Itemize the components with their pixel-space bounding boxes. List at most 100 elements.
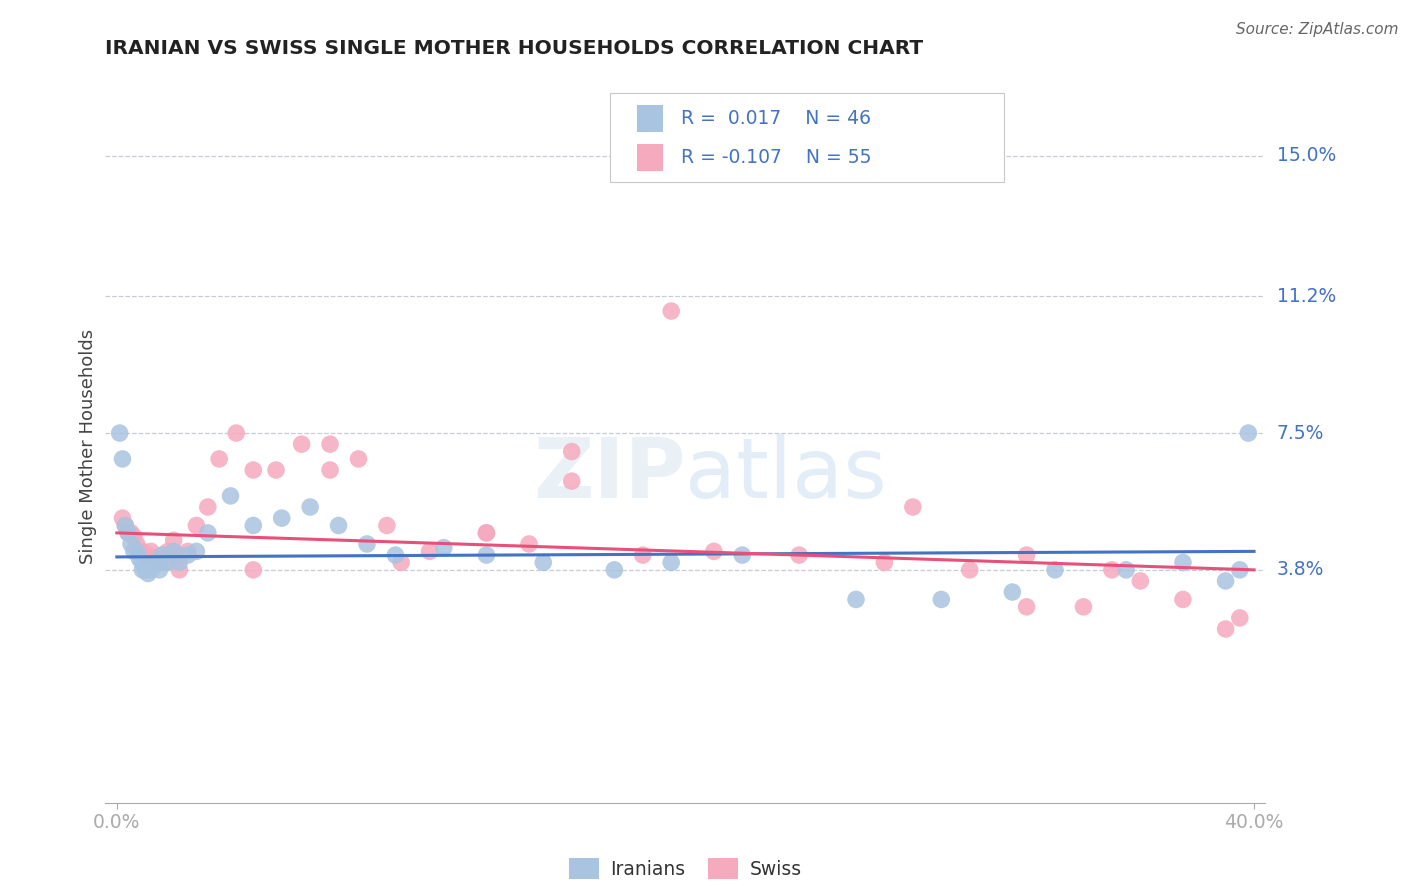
Point — [114, 518, 136, 533]
Point — [319, 463, 342, 477]
Point — [659, 304, 682, 318]
Point — [419, 544, 441, 558]
Point — [319, 437, 342, 451]
Point — [517, 537, 540, 551]
Point — [139, 563, 162, 577]
Point — [1101, 563, 1123, 577]
Point — [1129, 574, 1152, 588]
Text: 15.0%: 15.0% — [1277, 146, 1336, 165]
Point — [131, 544, 153, 558]
Text: IRANIAN VS SWISS SINGLE MOTHER HOUSEHOLDS CORRELATION CHART: IRANIAN VS SWISS SINGLE MOTHER HOUSEHOLD… — [105, 39, 924, 58]
Point — [787, 548, 810, 562]
Point — [1171, 556, 1194, 570]
Point — [142, 551, 165, 566]
Point — [111, 452, 134, 467]
Point — [142, 559, 165, 574]
Point — [347, 452, 370, 467]
Point — [328, 518, 350, 533]
Point — [163, 544, 186, 558]
Point — [659, 556, 682, 570]
Point — [169, 563, 191, 577]
Point — [108, 425, 131, 440]
Point — [114, 518, 136, 533]
Point — [117, 525, 139, 540]
Point — [197, 525, 219, 540]
Point — [603, 563, 626, 577]
Point — [139, 544, 162, 558]
Point — [1229, 611, 1251, 625]
Point — [475, 548, 498, 562]
Point — [156, 544, 179, 558]
Point — [389, 556, 412, 570]
Point — [150, 548, 173, 562]
Point — [1215, 574, 1237, 588]
Point — [128, 551, 150, 566]
Point — [120, 537, 142, 551]
Point — [959, 563, 981, 577]
Text: Source: ZipAtlas.com: Source: ZipAtlas.com — [1236, 22, 1399, 37]
Point — [845, 592, 868, 607]
Text: ZIP: ZIP — [533, 434, 686, 515]
Point — [156, 556, 179, 570]
Point — [225, 425, 247, 440]
Point — [148, 551, 170, 566]
Point — [384, 548, 406, 562]
Point — [299, 500, 322, 514]
Point — [120, 525, 142, 540]
Point — [150, 548, 173, 562]
Point — [475, 525, 498, 540]
Point — [731, 548, 754, 562]
Point — [433, 541, 456, 555]
Point — [901, 500, 924, 514]
Point — [1171, 592, 1194, 607]
Point — [153, 556, 176, 570]
Point — [131, 563, 153, 577]
Point — [873, 556, 896, 570]
Point — [561, 444, 583, 458]
Point — [219, 489, 242, 503]
Point — [177, 548, 200, 562]
Y-axis label: Single Mother Households: Single Mother Households — [79, 328, 97, 564]
Point — [131, 556, 153, 570]
FancyBboxPatch shape — [610, 93, 1004, 182]
Point — [125, 544, 148, 558]
Point — [169, 548, 191, 562]
Text: R =  0.017    N = 46: R = 0.017 N = 46 — [681, 109, 870, 128]
Point — [1073, 599, 1095, 614]
Point — [125, 537, 148, 551]
Point — [117, 525, 139, 540]
Point — [169, 556, 191, 570]
Point — [177, 544, 200, 558]
Point — [375, 518, 398, 533]
Point — [145, 556, 167, 570]
Legend: Iranians, Swiss: Iranians, Swiss — [562, 851, 808, 886]
Point — [1215, 622, 1237, 636]
Point — [291, 437, 314, 451]
Point — [703, 544, 725, 558]
Point — [122, 544, 145, 558]
Point — [136, 548, 159, 562]
Point — [531, 556, 554, 570]
Point — [122, 530, 145, 544]
Point — [1015, 548, 1038, 562]
Point — [929, 592, 952, 607]
FancyBboxPatch shape — [637, 105, 664, 132]
Point — [128, 544, 150, 558]
Point — [242, 463, 264, 477]
Point — [134, 548, 156, 562]
Text: 11.2%: 11.2% — [1277, 286, 1336, 306]
Point — [134, 563, 156, 577]
Point — [270, 511, 292, 525]
Point — [1115, 563, 1137, 577]
Point — [148, 563, 170, 577]
Point — [163, 533, 186, 548]
Text: atlas: atlas — [686, 434, 887, 515]
Point — [186, 544, 208, 558]
Point — [356, 537, 378, 551]
Point — [145, 556, 167, 570]
Point — [475, 525, 498, 540]
Point — [242, 518, 264, 533]
Point — [136, 566, 159, 581]
Point — [186, 518, 208, 533]
Point — [264, 463, 287, 477]
